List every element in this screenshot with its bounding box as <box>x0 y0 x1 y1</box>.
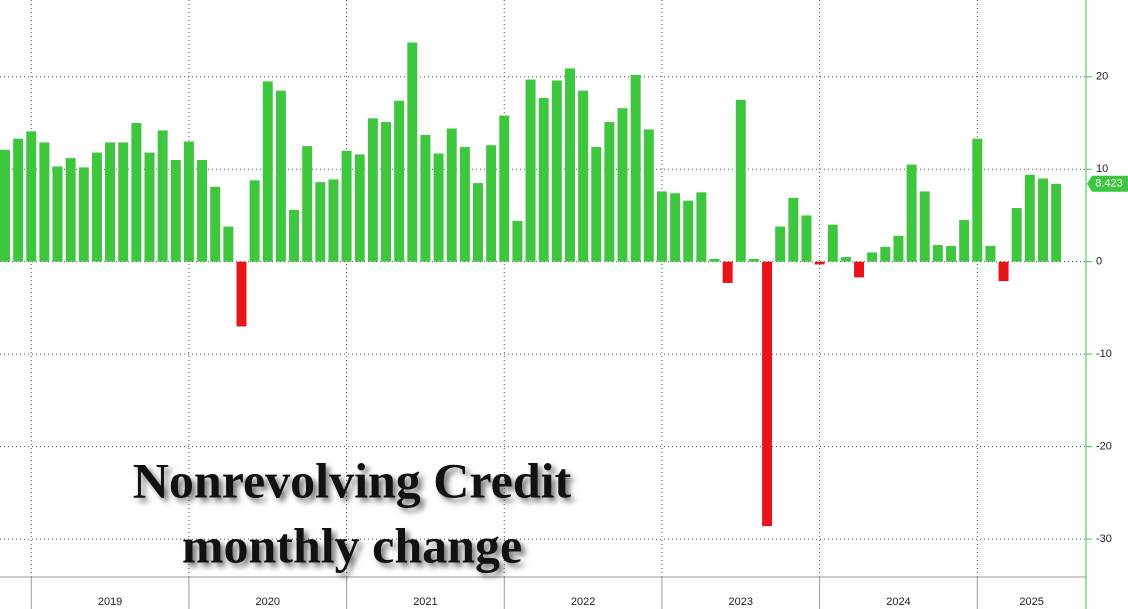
bar <box>183 141 194 262</box>
bar <box>814 261 825 265</box>
bar <box>867 252 878 262</box>
bar <box>39 142 50 262</box>
bar <box>249 180 260 262</box>
bar <box>959 220 970 262</box>
bar <box>722 261 733 283</box>
bar <box>932 245 943 262</box>
bar <box>564 68 575 262</box>
bar <box>1024 174 1035 262</box>
bar <box>446 128 457 262</box>
bar <box>78 167 89 262</box>
bar <box>1011 208 1022 262</box>
bar <box>998 261 1009 282</box>
bar <box>0 149 10 262</box>
bar <box>604 122 615 262</box>
bar <box>354 154 365 262</box>
bar <box>210 186 221 262</box>
bar <box>617 108 628 262</box>
bar <box>985 245 996 262</box>
bar <box>131 122 142 262</box>
last-value-label: 8.423 <box>1095 178 1123 190</box>
bar <box>683 200 694 262</box>
bar <box>670 193 681 262</box>
bar <box>972 138 983 262</box>
bar <box>788 197 799 262</box>
bar <box>302 146 313 262</box>
bar <box>144 152 155 262</box>
bar <box>341 150 352 262</box>
bar <box>262 81 273 262</box>
bar <box>827 224 838 262</box>
bar <box>289 209 300 262</box>
bar <box>499 115 510 262</box>
bar <box>919 191 930 262</box>
bar <box>840 257 851 262</box>
x-tick-label: 2022 <box>571 596 595 608</box>
bar <box>105 142 116 262</box>
bar <box>880 246 891 262</box>
bar <box>735 99 746 262</box>
bar <box>157 130 168 262</box>
bar <box>118 142 129 262</box>
bar <box>275 90 286 262</box>
x-tick-label: 2019 <box>98 596 122 608</box>
bar <box>367 118 378 262</box>
bar <box>315 182 326 262</box>
x-tick-label: 2020 <box>256 596 280 608</box>
bar <box>854 261 865 278</box>
bar <box>381 122 392 262</box>
chart-title: Nonrevolving Credit <box>133 452 572 508</box>
y-tick-label: 0 <box>1096 256 1102 268</box>
y-tick-label: 20 <box>1096 71 1108 83</box>
bar <box>52 166 63 262</box>
bar <box>328 179 339 262</box>
bar <box>748 258 759 262</box>
bar <box>472 183 483 262</box>
bar <box>656 191 667 262</box>
bar <box>486 145 497 262</box>
bar <box>578 90 589 262</box>
y-tick-label: 10 <box>1096 163 1108 175</box>
last-value-tag <box>1087 175 1128 192</box>
bar <box>433 153 444 262</box>
x-tick-label: 2023 <box>729 596 753 608</box>
bar <box>893 235 904 262</box>
bar <box>525 79 536 262</box>
bar <box>394 100 405 262</box>
bar <box>13 138 24 262</box>
bar <box>775 226 786 262</box>
bar <box>762 261 773 527</box>
bar <box>197 159 208 262</box>
bar <box>946 245 957 262</box>
bar <box>170 159 181 262</box>
bar <box>407 42 418 262</box>
bar <box>538 98 549 262</box>
bar <box>551 80 562 262</box>
bar <box>420 135 431 262</box>
bar <box>1037 178 1048 262</box>
bar <box>26 131 37 262</box>
bar <box>643 129 654 262</box>
bar <box>223 226 234 262</box>
bar <box>236 261 247 327</box>
bar <box>906 164 917 262</box>
chart-subtitle: monthly change <box>182 517 522 573</box>
bar <box>512 220 523 262</box>
x-tick-label: 2021 <box>413 596 437 608</box>
bar <box>630 74 641 262</box>
bar <box>1051 183 1062 262</box>
bar <box>65 158 76 262</box>
bar <box>696 192 707 262</box>
bar <box>591 147 602 262</box>
bar <box>91 152 102 262</box>
y-tick-label: -20 <box>1096 441 1112 453</box>
y-tick-label: -10 <box>1096 348 1112 360</box>
bar <box>459 147 470 262</box>
bar <box>709 258 720 262</box>
x-tick-label: 2025 <box>1019 596 1043 608</box>
x-tick-label: 2024 <box>886 596 910 608</box>
bar <box>801 215 812 262</box>
y-tick-label: -30 <box>1096 533 1112 545</box>
